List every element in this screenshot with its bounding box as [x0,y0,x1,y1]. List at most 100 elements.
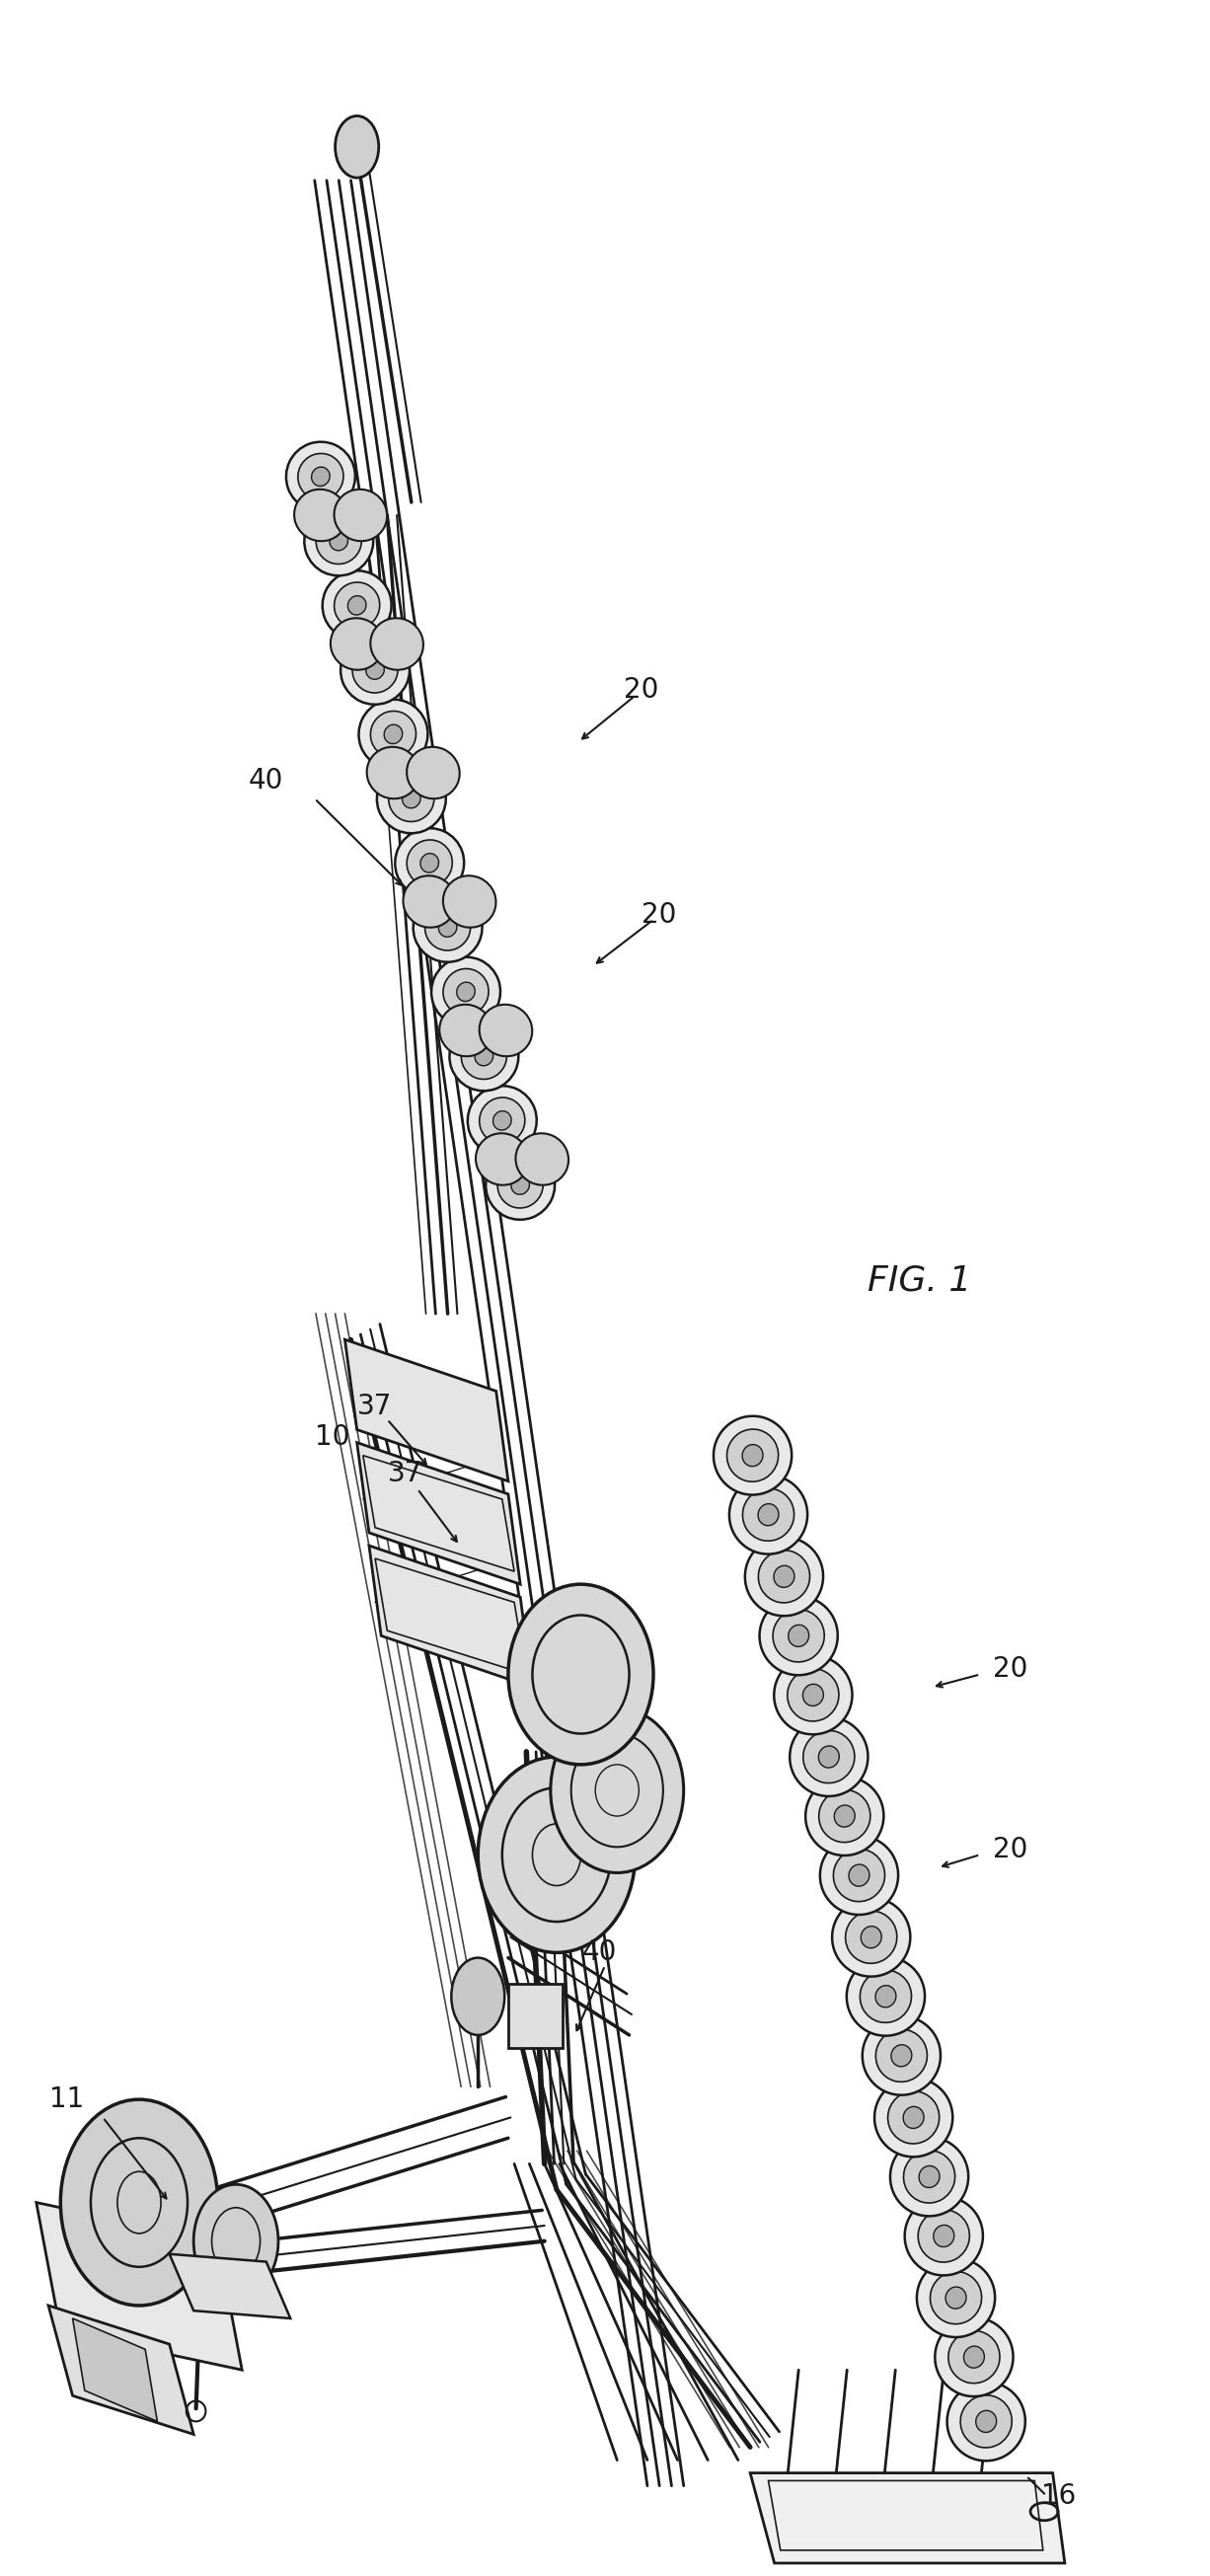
Ellipse shape [60,2099,218,2306]
Ellipse shape [461,1033,507,1079]
Polygon shape [508,1984,563,2048]
Ellipse shape [917,2259,995,2336]
Ellipse shape [334,489,387,541]
Ellipse shape [834,1806,855,1826]
Ellipse shape [515,1133,569,1185]
Ellipse shape [788,1625,809,1646]
Ellipse shape [449,1023,519,1090]
Ellipse shape [876,2030,927,2081]
Ellipse shape [485,1151,555,1218]
Ellipse shape [330,618,384,670]
Ellipse shape [479,1097,525,1144]
Ellipse shape [194,2184,278,2298]
Ellipse shape [329,531,348,551]
Ellipse shape [846,1911,897,1963]
Ellipse shape [335,116,379,178]
Polygon shape [357,1443,520,1584]
Ellipse shape [834,1850,885,1901]
Ellipse shape [891,2045,912,2066]
Polygon shape [73,2318,157,2421]
Ellipse shape [975,2411,997,2432]
Ellipse shape [860,1927,882,1947]
Text: 11: 11 [50,2087,83,2112]
Ellipse shape [508,1584,653,1765]
Ellipse shape [358,701,428,768]
Ellipse shape [773,1566,795,1587]
Ellipse shape [511,1175,530,1195]
Ellipse shape [806,1777,883,1855]
Ellipse shape [311,466,330,487]
Ellipse shape [443,969,489,1015]
Ellipse shape [551,1708,684,1873]
Ellipse shape [365,659,385,680]
Ellipse shape [918,2210,969,2262]
Ellipse shape [904,2151,955,2202]
Text: 40: 40 [249,768,283,793]
Ellipse shape [286,443,356,510]
Ellipse shape [456,981,476,1002]
Polygon shape [369,1546,532,1687]
Ellipse shape [947,2383,1025,2460]
Ellipse shape [384,724,403,744]
Ellipse shape [961,2396,1012,2447]
Ellipse shape [376,765,446,832]
Ellipse shape [818,1747,840,1767]
Ellipse shape [875,2079,952,2156]
Polygon shape [169,2254,290,2318]
Text: 20: 20 [624,677,658,703]
Ellipse shape [413,894,483,961]
Ellipse shape [316,518,362,564]
Ellipse shape [451,1958,505,2035]
Ellipse shape [340,636,410,703]
Ellipse shape [790,1718,868,1795]
Ellipse shape [774,1656,852,1734]
Polygon shape [345,1340,508,1481]
Ellipse shape [930,2272,981,2324]
Ellipse shape [367,747,420,799]
Ellipse shape [832,1899,910,1976]
Ellipse shape [439,1005,492,1056]
Ellipse shape [963,2347,985,2367]
Ellipse shape [860,1971,911,2022]
Ellipse shape [819,1790,870,1842]
Ellipse shape [347,595,367,616]
Ellipse shape [802,1685,824,1705]
Polygon shape [36,2202,242,2370]
Ellipse shape [407,747,460,799]
Text: 16: 16 [1042,2483,1076,2509]
Ellipse shape [370,711,416,757]
Ellipse shape [933,2226,955,2246]
Ellipse shape [905,2197,983,2275]
Ellipse shape [848,1865,870,1886]
Ellipse shape [760,1597,837,1674]
Ellipse shape [479,1005,532,1056]
Ellipse shape [497,1162,543,1208]
Text: 20: 20 [643,902,676,927]
Ellipse shape [788,1669,839,1721]
Ellipse shape [294,489,347,541]
Ellipse shape [370,618,423,670]
Ellipse shape [431,958,501,1025]
Ellipse shape [402,788,421,809]
Ellipse shape [394,829,465,896]
Ellipse shape [407,840,453,886]
Ellipse shape [745,1538,823,1615]
Ellipse shape [420,853,439,873]
Text: 20: 20 [993,1656,1027,1682]
Ellipse shape [743,1489,794,1540]
Ellipse shape [714,1417,791,1494]
Ellipse shape [742,1445,764,1466]
Text: 10: 10 [316,1425,350,1450]
Ellipse shape [727,1430,778,1481]
Text: 37: 37 [358,1394,392,1419]
Ellipse shape [443,876,496,927]
Ellipse shape [935,2318,1013,2396]
Text: FIG. 1: FIG. 1 [868,1262,972,1298]
Polygon shape [750,2473,1065,2563]
Ellipse shape [730,1476,807,1553]
Polygon shape [48,2306,194,2434]
Ellipse shape [918,2166,940,2187]
Text: 20: 20 [993,1837,1027,1862]
Ellipse shape [352,647,398,693]
Ellipse shape [888,2092,939,2143]
